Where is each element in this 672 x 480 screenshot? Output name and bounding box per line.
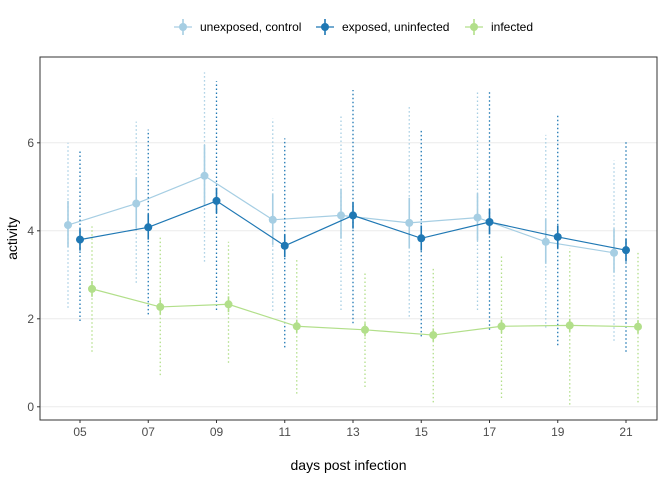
data-point: [634, 322, 642, 331]
data-point: [349, 211, 357, 220]
legend-label: infected: [491, 20, 533, 34]
legend-label: unexposed, control: [200, 20, 301, 34]
legend-key-point: [470, 23, 478, 31]
x-tick-label: 17: [483, 425, 497, 439]
axes: 0 2 4 6 05 07 09 11 13 15 17 19 21: [27, 136, 633, 439]
legend-entry-0: unexposed, control: [174, 19, 301, 35]
x-tick-label: 11: [279, 425, 292, 439]
gridlines: [40, 142, 657, 408]
data-point: [280, 241, 289, 250]
data-point: [405, 218, 414, 227]
data-point: [132, 199, 141, 208]
y-axis-title: activity: [4, 217, 20, 260]
y-tick-label: 6: [27, 136, 34, 150]
data-point: [485, 218, 494, 226]
x-tick-label: 19: [551, 425, 565, 439]
data-point: [497, 322, 506, 331]
series-0: [64, 72, 618, 341]
x-tick-label: 15: [415, 425, 429, 439]
x-axis-title: days post infection: [291, 457, 407, 473]
x-tick-label: 13: [346, 425, 360, 439]
data-point: [144, 223, 153, 232]
series-layer: [64, 72, 642, 405]
plot-panel-border: [39, 56, 658, 421]
legend-label: exposed, uninfected: [342, 20, 449, 34]
data-point: [212, 196, 221, 205]
data-point: [88, 284, 96, 293]
data-point: [224, 300, 233, 309]
data-point: [64, 221, 72, 230]
legend-key-point: [321, 23, 329, 31]
data-point: [268, 215, 277, 224]
data-point: [156, 302, 165, 311]
data-point: [200, 171, 209, 180]
x-tick-label: 21: [619, 425, 633, 439]
series-2: [88, 226, 642, 405]
data-point: [610, 248, 618, 257]
data-point: [292, 322, 301, 331]
data-point: [553, 232, 562, 241]
y-tick-label: 2: [27, 312, 34, 326]
y-tick-label: 0: [27, 400, 34, 414]
y-tick-label: 4: [27, 224, 34, 238]
data-point: [337, 211, 345, 220]
x-tick-label: 09: [210, 425, 224, 439]
legend: unexposed, control exposed, uninfected inf…: [174, 19, 533, 35]
data-point: [76, 235, 84, 244]
legend-key-point: [179, 23, 187, 31]
data-point: [541, 237, 550, 246]
data-point: [565, 321, 574, 330]
data-point: [429, 331, 438, 340]
x-tick-label: 07: [142, 425, 156, 439]
series-1: [76, 81, 630, 352]
data-point: [473, 213, 482, 222]
data-point: [417, 234, 426, 243]
legend-entry-1: exposed, uninfected: [316, 19, 449, 35]
data-point: [361, 325, 369, 334]
data-point: [622, 246, 630, 255]
x-tick-label: 05: [73, 425, 87, 439]
legend-entry-2: infected: [465, 19, 533, 35]
